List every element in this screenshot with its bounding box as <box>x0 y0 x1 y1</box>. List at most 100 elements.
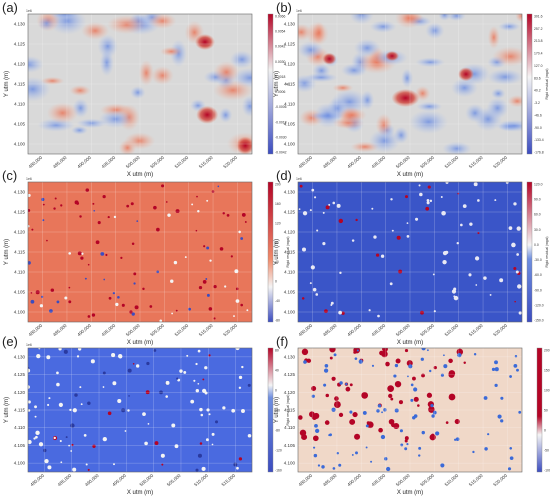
anomaly-dot <box>301 297 305 300</box>
chart-panel-a: (a) 1e6 4.130 4.125 4.120 4.115 4.110 4.105 4.10… <box>2 0 290 178</box>
y-tick-label: 4.125 <box>14 42 26 47</box>
anomaly-dot <box>419 192 423 197</box>
anomaly-blob <box>495 119 522 132</box>
x-tick-label: 495,000 <box>371 155 387 170</box>
anomaly-dot <box>473 353 477 356</box>
anomaly-dot <box>56 382 60 387</box>
anomaly-dot <box>186 354 189 357</box>
anomaly-dot <box>443 354 445 357</box>
anomaly-dot <box>124 430 127 432</box>
anomaly-dot <box>460 223 463 227</box>
colorbar-tick-label: -90.0 <box>534 288 542 292</box>
y-tick-label: 4.120 <box>14 62 26 67</box>
anomaly-dot <box>309 282 312 285</box>
grid <box>298 182 522 322</box>
anomaly-dot <box>161 184 165 188</box>
anomaly-dot <box>184 256 187 258</box>
anomaly-dot <box>247 383 251 387</box>
x-tick-label: 485,000 <box>52 323 68 338</box>
anomaly-dot <box>121 303 125 307</box>
anomaly-dot <box>199 442 203 445</box>
colorbar-tick-label: -176.8 <box>534 151 544 155</box>
anomaly-dot <box>388 418 395 425</box>
anomaly-dot <box>107 215 110 219</box>
anomaly-dot <box>233 462 238 467</box>
anomaly-dot <box>338 463 342 467</box>
anomaly-dot <box>518 410 522 414</box>
anomaly-dot <box>448 371 455 378</box>
colorbar-tick-label: 257.2 <box>534 27 543 31</box>
anomaly-dot <box>497 414 502 419</box>
anomaly-blob <box>50 14 80 19</box>
anomaly-dot <box>325 205 330 210</box>
anomaly-blob <box>375 113 393 136</box>
anomaly-dot <box>338 412 344 417</box>
anomaly-dot <box>366 421 370 425</box>
anomaly-dot <box>64 296 68 300</box>
anomaly-dot <box>230 255 233 258</box>
colorbar-tick-label: 50 <box>544 409 548 413</box>
anomaly-dot <box>132 362 135 365</box>
anomaly-dot <box>126 204 130 208</box>
anomaly-blob <box>327 97 348 120</box>
colorbar-tick-label: 120 <box>275 221 281 225</box>
anomaly-blob <box>298 74 317 93</box>
colorbar-tick-label: -60.0 <box>534 273 542 277</box>
anomaly-dot <box>418 454 421 457</box>
anomaly-dot <box>509 447 513 450</box>
anomaly-dot <box>174 444 179 449</box>
grid <box>28 182 252 322</box>
colorbar-tick-label: 90.0 <box>534 198 541 202</box>
x-tick-label: 500,000 <box>125 155 141 170</box>
colorbar-tick-label: -150.0 <box>534 319 544 323</box>
anomaly-blob <box>415 57 446 68</box>
anomaly-dot <box>475 284 478 286</box>
anomaly-dot <box>153 205 157 210</box>
x-tick-label: 490,000 <box>76 155 92 170</box>
anomaly-dot <box>393 422 400 430</box>
anomaly-dot <box>31 228 34 231</box>
anomaly-dot <box>420 357 424 361</box>
anomaly-dot <box>368 309 371 312</box>
anomaly-dot <box>75 201 79 205</box>
colorbar-tick-label: -0.0018 <box>275 120 287 124</box>
axis-exponent: 1e6 <box>26 343 32 347</box>
y-tick-label: 4.110 <box>14 102 25 107</box>
anomaly-dot <box>513 266 517 270</box>
anomaly-dot <box>136 220 139 223</box>
anomaly-dot <box>418 446 422 450</box>
anomaly-dot <box>241 409 245 413</box>
anomaly-dot <box>49 309 53 313</box>
anomaly-dot <box>42 203 45 206</box>
anomaly-dot <box>100 251 105 256</box>
anomaly-dot <box>121 408 126 413</box>
anomaly-dot <box>226 214 230 217</box>
anomaly-blob <box>81 21 110 40</box>
colorbar-tick-label: 150 <box>544 369 550 373</box>
anomaly-blob <box>160 46 183 57</box>
x-tick-label: 485,000 <box>57 473 73 488</box>
anomaly-dot <box>415 217 419 221</box>
anomaly-dot <box>420 310 424 315</box>
anomaly-dot <box>79 215 82 218</box>
x-tick-label: 510,000 <box>444 155 460 170</box>
anomaly-dot <box>443 364 448 369</box>
x-tick-label: 515,000 <box>468 473 484 488</box>
anomaly-dot <box>430 403 434 408</box>
x-axis-title: X utm (m) <box>397 340 423 346</box>
anomaly-dot <box>38 348 41 350</box>
y-tick-label: 4.130 <box>14 354 26 359</box>
anomaly-dot <box>87 468 90 471</box>
anomaly-dot <box>298 415 303 420</box>
anomaly-dot <box>323 368 329 373</box>
anomaly-dot <box>365 446 368 449</box>
colorbar <box>526 13 533 155</box>
colorbar-tick-label: 80 <box>275 349 279 353</box>
anomaly-blob <box>28 55 44 73</box>
grid <box>28 348 252 472</box>
colorbar-tick-label: -100 <box>544 469 550 473</box>
x-axis-title: X utm (m) <box>397 172 423 178</box>
anomaly-dot <box>309 209 312 212</box>
colorbar <box>526 181 533 323</box>
colorbar-tick-label: 40 <box>275 369 279 373</box>
